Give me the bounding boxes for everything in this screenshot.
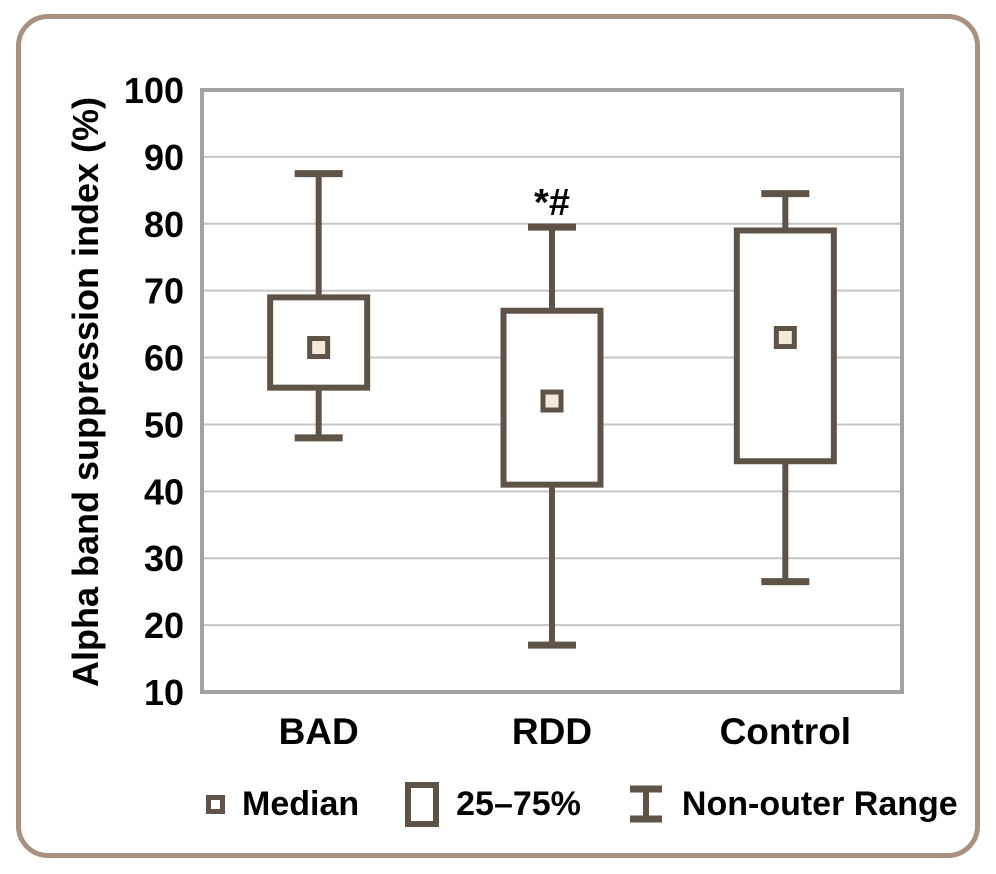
y-tick-label: 100 xyxy=(124,70,184,111)
box-group-bad xyxy=(267,170,371,442)
box-group-control xyxy=(733,190,837,586)
legend-item-non-outer-range: Non-outer Range xyxy=(627,784,958,824)
iqr-box xyxy=(267,294,371,391)
significance-annotation: *# xyxy=(534,182,570,224)
y-tick-label: 30 xyxy=(144,538,184,579)
iqr-box-icon xyxy=(405,781,440,827)
median-square-icon xyxy=(206,794,225,814)
plot-border xyxy=(200,88,904,694)
box-group-rdd xyxy=(500,223,604,649)
y-tick-label: 20 xyxy=(144,605,184,646)
median-marker xyxy=(307,336,331,360)
y-tick-label: 50 xyxy=(144,404,184,445)
y-tick-label: 90 xyxy=(144,137,184,178)
legend-item-median: Median xyxy=(206,785,359,824)
x-category-label: BAD xyxy=(279,711,359,752)
x-category-label: Control xyxy=(720,711,852,752)
x-category-label: RDD xyxy=(512,711,592,752)
y-axis-title: Alpha band suppression index (%) xyxy=(65,97,106,687)
y-axis-ticks: 10 20 30 40 50 60 70 80 90 100 xyxy=(124,70,184,713)
median-marker xyxy=(773,325,797,349)
y-tick-label: 70 xyxy=(144,271,184,312)
x-axis-labels: BAD RDD Control xyxy=(279,711,852,752)
y-tick-label: 10 xyxy=(144,672,184,713)
legend-label: Non-outer Range xyxy=(681,784,958,823)
legend-item-25-75-: 25–75% xyxy=(405,781,581,827)
annotations: *# xyxy=(534,182,570,224)
y-tick-label: 80 xyxy=(144,204,184,245)
legend-label: 25–75% xyxy=(456,784,581,823)
legend-label: Median xyxy=(242,784,360,823)
chart-legend: Median 25–75% Non-outer Range xyxy=(206,776,958,832)
median-marker xyxy=(540,389,564,413)
whisker-ibeam-icon xyxy=(629,785,662,823)
box-series xyxy=(267,170,837,649)
y-tick-label: 60 xyxy=(144,338,184,379)
y-tick-label: 40 xyxy=(144,471,184,512)
